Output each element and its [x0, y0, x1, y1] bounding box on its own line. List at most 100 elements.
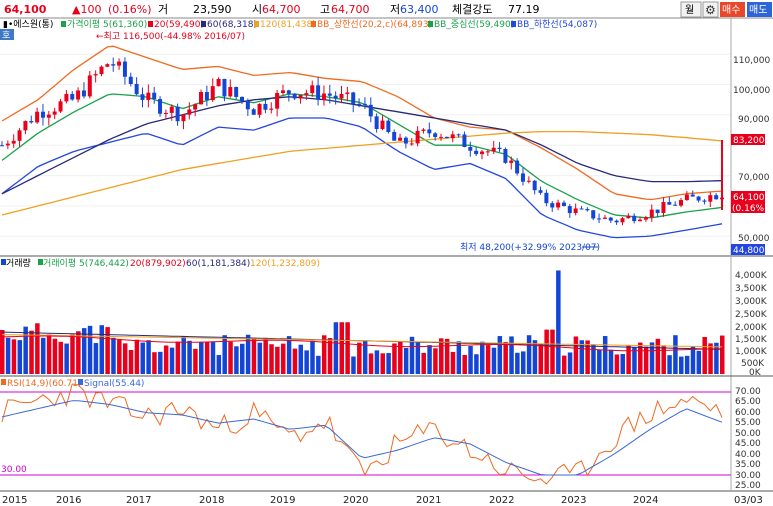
candle-body — [374, 116, 379, 130]
lower-band-tag — [731, 244, 765, 255]
volume-bar — [234, 346, 239, 374]
volume-bar — [46, 334, 52, 374]
quote-header: 64,100 ▲100 (0.16%) 거 23,590 시 64,700 고 … — [4, 1, 772, 18]
candle-body — [111, 64, 116, 66]
candle-body — [661, 202, 666, 213]
volume-bar — [316, 355, 321, 374]
settings-button[interactable]: ⚙ — [702, 1, 719, 18]
candle-body — [702, 200, 707, 202]
volume-bar — [515, 352, 520, 374]
volume-bar — [17, 340, 23, 374]
volume-bar — [111, 337, 116, 374]
candle-body — [52, 111, 57, 115]
candle-body — [280, 90, 285, 93]
price-tick: 50,000 — [738, 234, 770, 244]
volume-bar — [614, 354, 620, 374]
price-axis: 110,000 100,000 90,000 70,000 50,000 83,… — [721, 56, 770, 256]
candle-body — [368, 104, 373, 117]
volume-title: 거래량 — [6, 257, 31, 269]
volume-bar — [696, 350, 702, 374]
candle-body — [433, 133, 438, 137]
volume-bar — [509, 336, 514, 374]
volume-bar — [29, 330, 34, 374]
ma120-swatch — [254, 21, 259, 27]
candle-body — [503, 148, 508, 163]
sell-button[interactable]: 매도 — [747, 2, 772, 17]
candle-body — [11, 140, 16, 144]
volume-bar — [134, 339, 140, 374]
volume-bar — [345, 322, 350, 374]
candle-body — [327, 93, 332, 96]
volume-tick: 1,000K — [735, 347, 768, 357]
volume-bar — [140, 342, 145, 374]
candle-body — [228, 87, 233, 97]
price-legend: ▮•에스원(통) 가격이평 5(61,360) 20(59,490) 60(68… — [0, 18, 597, 41]
candle-body — [386, 120, 391, 132]
candle-body — [509, 160, 514, 163]
candle-body — [240, 96, 244, 101]
candle-body — [105, 64, 110, 67]
volume-label: 거 — [158, 3, 168, 16]
series-line-120 — [1, 130, 723, 216]
volume-bar — [163, 345, 169, 374]
strength-value: 77.19 — [508, 3, 540, 16]
rsi-label: RSI(14,9)(60.71) — [7, 379, 81, 389]
candle-body — [216, 78, 221, 87]
candle-body — [567, 206, 572, 214]
candle-body — [339, 93, 344, 99]
series-line-BB_하한선 — [1, 117, 723, 239]
svg-text:매수: 매수 — [722, 4, 740, 16]
open-value: 64,700 — [262, 3, 301, 16]
volume-axis: 4,000K 3,500K 3,000K 2,500K 2,000K 1,500… — [735, 271, 768, 378]
volume-bar — [216, 355, 222, 374]
volume-bar — [23, 326, 28, 374]
candle-body — [321, 93, 326, 100]
volume-tick: 4,000K — [735, 271, 768, 281]
volume-vma120-line — [1, 334, 723, 348]
volume-bar — [556, 270, 561, 374]
buy-button[interactable]: 매수 — [720, 2, 745, 17]
volume-bar — [351, 356, 356, 374]
candle-body — [556, 202, 561, 208]
volume-bar — [251, 337, 257, 374]
ma20-swatch — [148, 21, 153, 27]
candle-body — [70, 93, 75, 100]
volume-bar — [286, 336, 292, 374]
candle-body — [480, 151, 484, 155]
volume-bar — [304, 350, 309, 374]
candle-body — [626, 215, 631, 219]
volume-bar — [474, 354, 479, 374]
candle-body — [64, 93, 69, 102]
candle-body — [263, 103, 268, 110]
candle-body — [351, 92, 356, 104]
volume-bar — [374, 350, 380, 374]
volume-bar — [673, 335, 678, 374]
candle-body — [409, 143, 414, 145]
volume-bar — [649, 342, 655, 374]
price-change: ▲100 — [72, 3, 101, 16]
volume-bar — [339, 322, 345, 374]
vma5-label: 거래이평 5(746,442) — [43, 258, 129, 269]
low-value: 63,400 — [400, 3, 439, 16]
candle-body — [597, 218, 602, 220]
volume-bar — [333, 322, 339, 374]
x-tick: 2023 — [561, 495, 586, 506]
candle-body — [427, 129, 432, 134]
candle-body — [152, 92, 157, 99]
candle-body — [515, 160, 520, 174]
series-line-BB_상한선 — [1, 45, 723, 201]
candle-body — [0, 145, 4, 147]
volume-bar — [5, 337, 11, 374]
volume-bar — [544, 329, 549, 374]
volume-bar — [128, 350, 134, 374]
candle-body — [526, 180, 531, 182]
price-tick: 90,000 — [738, 115, 770, 125]
ma60-swatch — [201, 21, 206, 27]
volume-bar — [357, 342, 362, 374]
volume-bar — [245, 334, 251, 374]
candle-body — [310, 85, 315, 94]
volume-bar — [520, 351, 526, 374]
volume-bar — [450, 351, 456, 374]
period-button[interactable]: 월 — [680, 1, 702, 18]
volume-bar — [321, 335, 327, 374]
